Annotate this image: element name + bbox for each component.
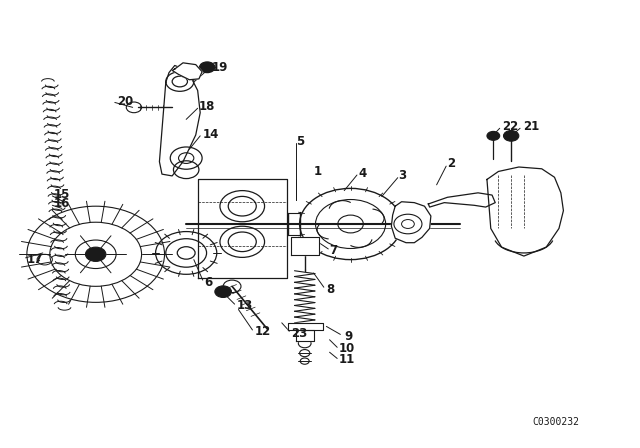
Circle shape [504, 130, 519, 141]
Text: 12: 12 [255, 325, 271, 338]
Text: 13: 13 [237, 299, 253, 312]
Text: 11: 11 [339, 353, 355, 366]
Text: 9: 9 [344, 330, 353, 343]
Text: 1: 1 [314, 165, 322, 178]
Polygon shape [291, 237, 319, 255]
Polygon shape [392, 202, 431, 243]
Text: 18: 18 [199, 100, 215, 113]
Text: C0300232: C0300232 [532, 417, 579, 427]
Text: 10: 10 [339, 342, 355, 355]
Text: 14: 14 [203, 128, 219, 141]
Text: 4: 4 [358, 167, 367, 180]
Circle shape [487, 131, 500, 140]
Circle shape [215, 286, 232, 297]
Polygon shape [296, 330, 314, 340]
Polygon shape [428, 193, 495, 207]
Circle shape [200, 62, 215, 73]
Text: 16: 16 [54, 197, 70, 210]
Text: 15: 15 [54, 188, 70, 201]
Polygon shape [198, 180, 287, 278]
Text: 3: 3 [397, 169, 406, 182]
Text: 8: 8 [326, 283, 335, 296]
Circle shape [86, 247, 106, 261]
Text: 20: 20 [117, 95, 134, 108]
Polygon shape [172, 63, 202, 80]
Text: 17: 17 [27, 253, 43, 266]
Text: 21: 21 [523, 121, 539, 134]
Polygon shape [159, 65, 200, 176]
Text: 22: 22 [502, 121, 518, 134]
Polygon shape [288, 323, 323, 330]
Text: 6: 6 [204, 276, 212, 289]
Text: 5: 5 [296, 135, 304, 148]
Text: 7: 7 [330, 244, 338, 257]
Text: 19: 19 [212, 61, 228, 74]
Text: 2: 2 [447, 157, 456, 170]
Polygon shape [487, 167, 563, 256]
Text: 23: 23 [291, 327, 308, 340]
